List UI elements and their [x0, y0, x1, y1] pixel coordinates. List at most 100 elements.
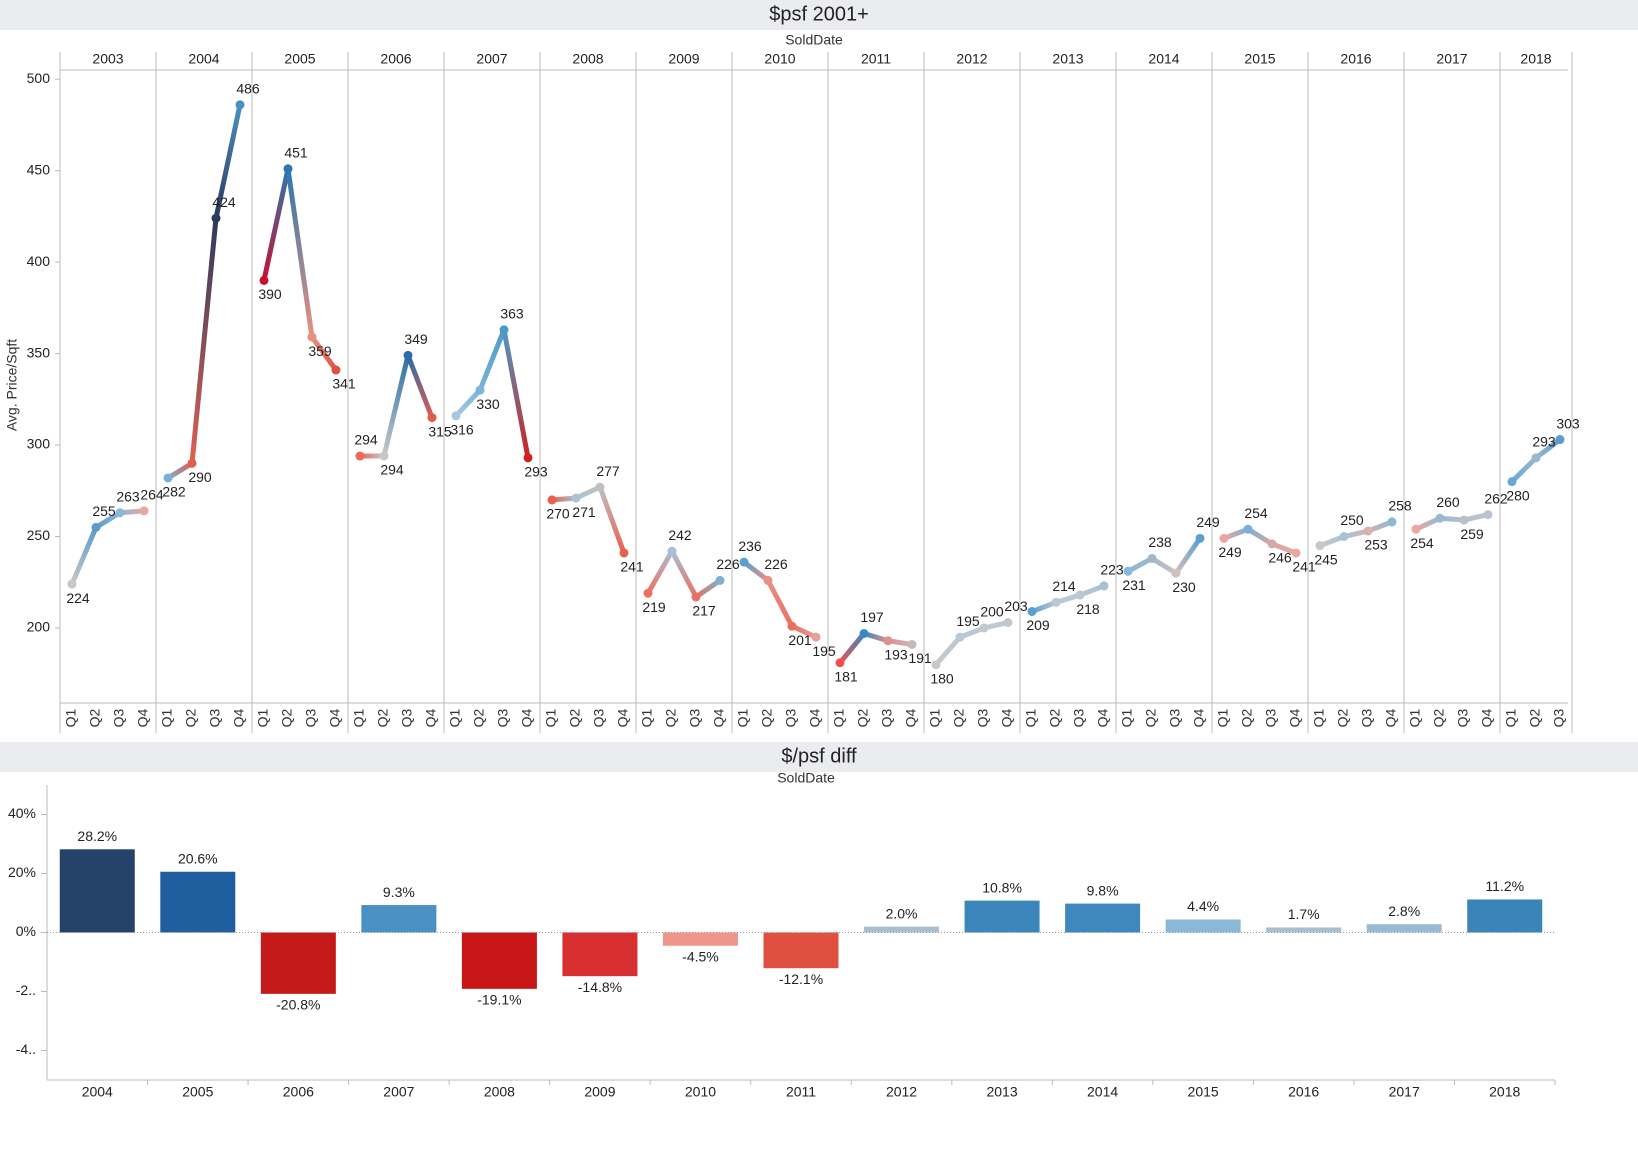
y-tick-label: 300	[27, 436, 51, 452]
data-label: 290	[188, 469, 212, 485]
point	[907, 639, 917, 649]
data-label: 2.0%	[886, 905, 918, 921]
point	[379, 451, 389, 461]
x-tick-label: 2011	[786, 1084, 816, 1100]
data-label: 315	[428, 423, 452, 439]
data-label: 255	[92, 503, 116, 519]
x-tick-label: 2018	[1489, 1084, 1520, 1100]
data-label: 180	[930, 670, 954, 686]
data-label: 195	[956, 613, 980, 629]
quarter-label: Q2	[87, 708, 103, 727]
data-label: 280	[1506, 487, 1530, 503]
y-tick-label: -4..	[16, 1041, 36, 1057]
data-label: 249	[1218, 544, 1242, 560]
point	[1291, 548, 1301, 558]
data-label: 9.8%	[1087, 882, 1119, 898]
quarter-label: Q4	[1287, 708, 1303, 727]
quarter-label: Q4	[1095, 708, 1111, 727]
quarter-label: Q2	[567, 708, 583, 727]
point	[811, 632, 821, 642]
quarter-label: Q1	[1119, 708, 1135, 727]
quarter-label: Q3	[1455, 708, 1471, 727]
data-label: 271	[572, 504, 596, 520]
y-tick-label: 20%	[8, 864, 36, 880]
point	[499, 325, 509, 335]
data-label: 264	[140, 487, 164, 503]
point	[331, 365, 341, 375]
line-segment	[741, 559, 771, 583]
point	[763, 575, 773, 585]
year-label: 2010	[764, 51, 795, 67]
point	[235, 100, 245, 110]
line-segment	[381, 352, 411, 459]
data-label: -20.8%	[276, 997, 320, 1013]
x-tick-label: 2017	[1389, 1084, 1420, 1100]
bar	[1065, 903, 1141, 933]
data-label: 424	[212, 194, 236, 210]
data-label: 316	[450, 421, 474, 437]
quarter-label: Q4	[519, 708, 535, 727]
quarter-label: Q4	[807, 708, 823, 727]
point	[619, 548, 629, 558]
point	[427, 413, 437, 423]
point	[1483, 510, 1493, 520]
quarter-label: Q1	[351, 708, 367, 727]
quarter-label: Q1	[1311, 708, 1327, 727]
line-segment	[285, 166, 315, 340]
point	[1339, 532, 1349, 542]
data-label: 10.8%	[982, 879, 1022, 895]
data-label: 226	[764, 556, 788, 572]
point	[451, 411, 461, 421]
x-tick-label: 2008	[484, 1084, 515, 1100]
point	[523, 453, 533, 463]
point	[1051, 597, 1061, 607]
data-label: 250	[1340, 512, 1364, 528]
point	[1459, 515, 1469, 525]
data-label: 226	[716, 556, 740, 572]
point	[67, 579, 77, 589]
bar	[260, 932, 336, 994]
point	[1219, 533, 1229, 543]
chart-title: $/psf diff	[781, 745, 857, 767]
point	[715, 575, 725, 585]
quarter-label: Q2	[1047, 708, 1063, 727]
year-label: 2004	[188, 51, 219, 67]
data-label: 1.7%	[1288, 906, 1320, 922]
data-label: 241	[1292, 559, 1316, 575]
quarter-label: Q1	[831, 708, 847, 727]
x-axis-title: SoldDate	[777, 770, 835, 786]
data-label: 330	[476, 396, 500, 412]
quarter-label: Q3	[1263, 708, 1279, 727]
line-segment	[405, 352, 435, 421]
data-label: 253	[1364, 537, 1388, 553]
x-tick-label: 2007	[383, 1084, 414, 1100]
quarter-label: Q4	[1479, 708, 1495, 727]
data-label: -14.8%	[578, 979, 622, 995]
point	[955, 632, 965, 642]
data-label: 2.8%	[1388, 903, 1420, 919]
data-label: 209	[1026, 617, 1050, 633]
line-segment	[1125, 555, 1155, 574]
point	[1027, 607, 1037, 617]
data-label: 486	[236, 80, 260, 96]
data-label: 293	[524, 464, 548, 480]
year-label: 2015	[1244, 51, 1275, 67]
x-tick-label: 2012	[886, 1084, 917, 1100]
data-label: 277	[596, 463, 620, 479]
data-label: -19.1%	[477, 992, 521, 1008]
line-segment	[501, 327, 531, 461]
point	[691, 592, 701, 602]
year-label: 2008	[572, 51, 603, 67]
quarter-label: Q4	[231, 708, 247, 727]
point	[187, 458, 197, 468]
point	[667, 546, 677, 556]
quarter-label: Q3	[879, 708, 895, 727]
point	[283, 164, 293, 174]
quarter-label: Q3	[207, 708, 223, 727]
line-segment	[1509, 455, 1539, 485]
data-label: 238	[1148, 534, 1172, 550]
line-segment	[93, 510, 123, 530]
x-tick-label: 2006	[283, 1084, 314, 1100]
y-tick-label: 500	[27, 70, 51, 86]
